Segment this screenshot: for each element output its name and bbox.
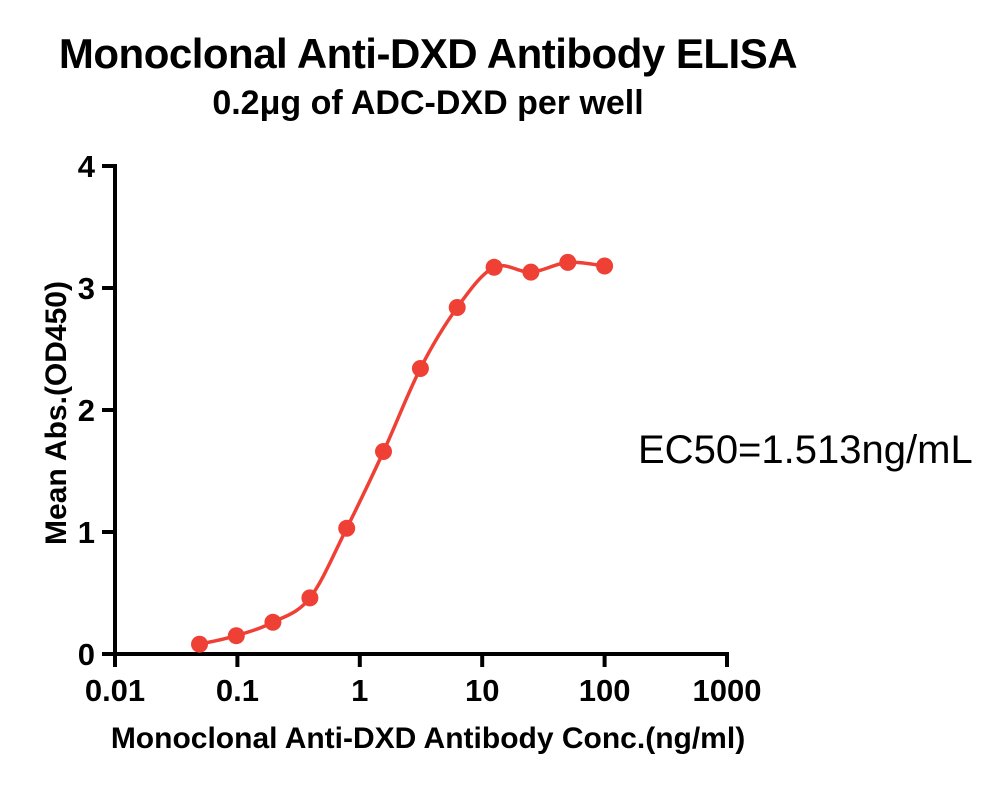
x-tick-label: 1 — [351, 673, 368, 708]
data-point — [227, 627, 245, 645]
y-tick-label: 1 — [78, 515, 95, 550]
x-axis-label: Monoclonal Anti-DXD Antibody Conc.(ng/ml… — [110, 722, 746, 755]
data-point — [301, 589, 319, 607]
x-tick-label: 1000 — [693, 673, 762, 708]
data-point — [559, 253, 577, 271]
data-point — [264, 613, 282, 631]
x-tick-label: 10 — [465, 673, 499, 708]
y-tick-label: 4 — [78, 149, 96, 184]
data-point — [596, 257, 614, 275]
x-tick-label: 0.01 — [85, 673, 145, 708]
chart-title: Monoclonal Anti-DXD Antibody ELISA — [58, 30, 798, 77]
data-point — [485, 258, 503, 276]
axes — [113, 164, 729, 656]
y-tick-label: 0 — [78, 637, 95, 672]
ec50-annotation: EC50=1.513ng/mL — [638, 428, 973, 472]
y-tick-label: 2 — [78, 393, 95, 428]
data-point — [411, 360, 429, 377]
y-axis-label: Mean Abs.(OD450) — [40, 281, 73, 545]
x-tick-label: 0.1 — [216, 673, 259, 708]
data-point — [375, 443, 392, 460]
data-point — [448, 299, 466, 316]
chart-subtitle: 0.2μg of ADC-DXD per well — [212, 84, 644, 122]
y-tick-label: 3 — [78, 271, 95, 306]
x-tick-label: 100 — [579, 673, 631, 708]
data-point — [191, 635, 208, 653]
data-point — [338, 519, 356, 537]
data-point — [522, 263, 540, 281]
fit-curve — [197, 260, 607, 646]
